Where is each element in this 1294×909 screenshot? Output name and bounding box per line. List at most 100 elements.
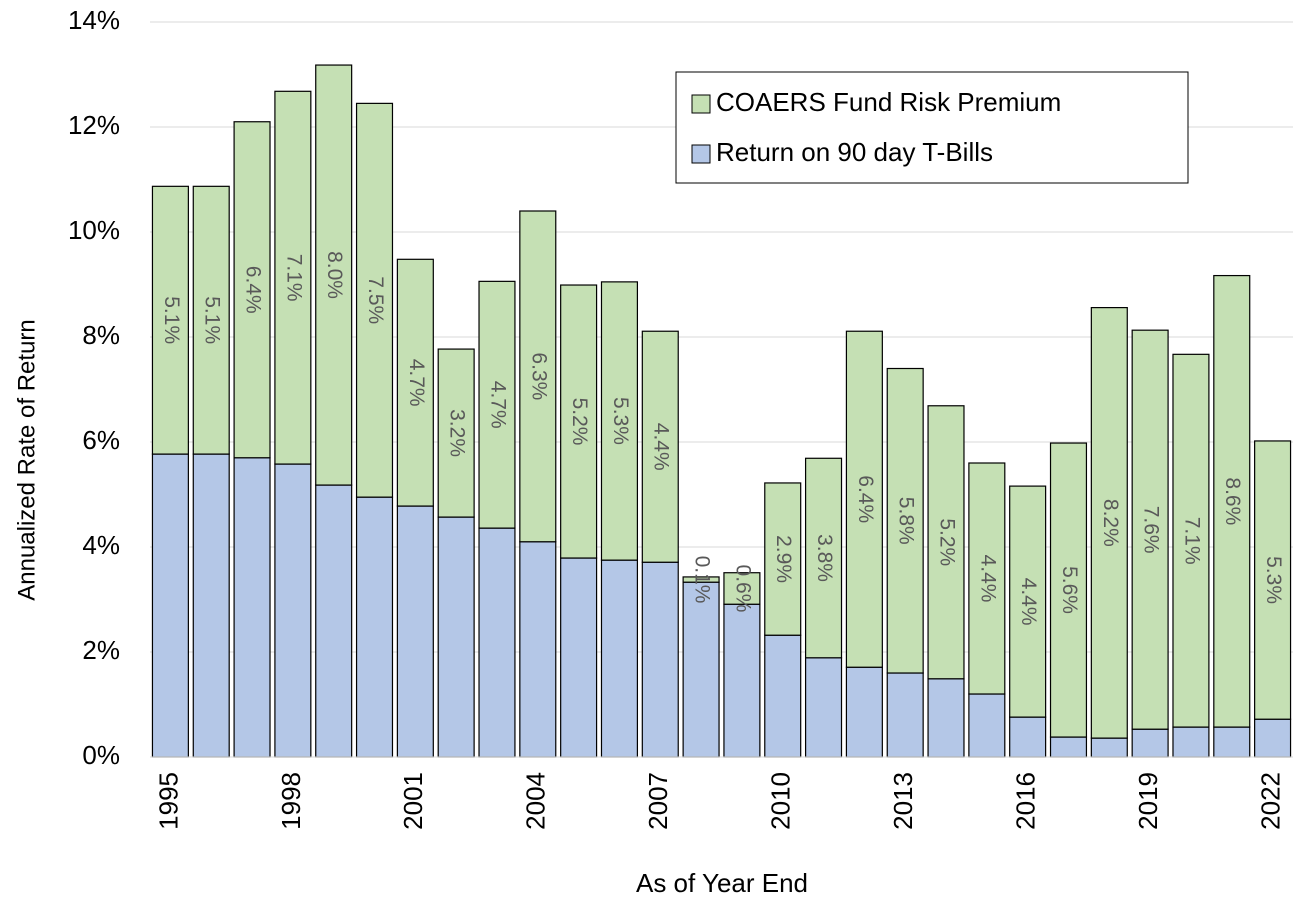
data-label: 3.2%	[446, 409, 469, 457]
bar-segment	[1172, 726, 1210, 758]
bar-segment	[845, 330, 883, 668]
bar-segment	[192, 453, 230, 758]
bar-segment	[233, 457, 271, 758]
bar-segment	[804, 657, 843, 758]
y-tick-label: 4%	[82, 530, 120, 560]
legend-label: COAERS Fund Risk Premium	[716, 87, 1061, 117]
legend-swatch	[691, 94, 711, 114]
bar-segment	[764, 482, 802, 636]
x-tick-label: 2019	[1133, 772, 1163, 830]
bar-segment	[641, 330, 679, 563]
bar-segment	[927, 678, 965, 758]
legend-swatch	[691, 144, 711, 164]
bar-segment	[1131, 329, 1169, 730]
x-tick-label: 2001	[398, 772, 428, 830]
bar-segment	[1009, 485, 1047, 718]
data-label: 8.2%	[1099, 499, 1122, 547]
data-label: 4.7%	[486, 381, 509, 429]
data-label: 5.3%	[609, 397, 632, 445]
data-label: 0.6%	[731, 565, 754, 613]
y-axis-title: Annualized Rate of Return	[13, 319, 40, 601]
data-label: 6.4%	[242, 266, 265, 314]
data-label: 5.8%	[895, 497, 918, 545]
data-label: 7.1%	[282, 254, 305, 302]
data-label: 5.1%	[160, 296, 183, 344]
bar-segment	[560, 557, 598, 758]
bar-segment	[600, 559, 639, 758]
bar-segment	[968, 693, 1006, 758]
bar-segment	[315, 64, 353, 486]
bar-segment	[1254, 718, 1292, 758]
data-label: 4.7%	[405, 359, 428, 407]
y-tick-label: 2%	[82, 635, 120, 665]
bar-segment	[1090, 737, 1128, 758]
bar-segment	[233, 121, 271, 459]
x-axis-title: As of Year End	[636, 868, 808, 898]
bar-segment	[682, 576, 720, 583]
bar-segment	[274, 463, 312, 758]
bar-segment	[764, 634, 802, 758]
data-label: 7.6%	[1140, 506, 1163, 554]
data-label: 5.6%	[1058, 566, 1081, 614]
bar-segment	[1172, 353, 1210, 728]
x-tick-label: 2010	[766, 772, 796, 830]
x-tick-label: 1995	[153, 772, 183, 830]
y-tick-label: 6%	[82, 425, 120, 455]
bar-segment	[151, 453, 189, 758]
bar-segment	[1049, 736, 1088, 758]
bar-segment	[927, 405, 965, 680]
bar-segment	[355, 496, 394, 758]
bar-segment	[723, 603, 761, 758]
x-tick-label: 2004	[521, 772, 551, 830]
bar-segment	[641, 561, 679, 758]
data-label: 7.5%	[364, 276, 387, 324]
bar-segment	[1213, 274, 1251, 728]
y-tick-label: 0%	[82, 740, 120, 770]
data-label: 4.4%	[1017, 578, 1040, 626]
bar-segment	[1213, 726, 1251, 758]
bar-segment	[1131, 728, 1169, 758]
y-tick-label: 8%	[82, 320, 120, 350]
data-label: 6.4%	[854, 475, 877, 523]
y-tick-label: 14%	[68, 5, 120, 35]
bar-segment	[682, 581, 720, 758]
bar-segment	[355, 102, 394, 498]
bar-segment	[886, 672, 924, 758]
bar-segment	[600, 281, 639, 561]
data-label: 0.1%	[691, 556, 714, 604]
bar-segment	[886, 367, 924, 674]
bar-segment	[1049, 442, 1088, 738]
legend-label: Return on 90 day T-Bills	[716, 137, 993, 167]
bar-segment	[192, 185, 230, 455]
bar-segment	[151, 185, 189, 455]
bar-segment	[519, 210, 557, 543]
data-label: 4.4%	[650, 423, 673, 471]
bar-segment	[437, 348, 475, 518]
data-label: 5.2%	[935, 518, 958, 566]
bar-segment	[274, 90, 312, 465]
bar-segment	[1009, 716, 1047, 758]
data-label: 2.9%	[772, 535, 795, 583]
bar-segment	[968, 462, 1006, 695]
data-label: 3.8%	[813, 534, 836, 582]
bar-segment	[519, 541, 557, 758]
bar-segment	[396, 258, 434, 507]
bar-segment	[560, 284, 598, 559]
x-tick-label: 2007	[643, 772, 673, 830]
data-label: 5.2%	[568, 398, 591, 446]
bar-segment	[437, 516, 475, 758]
y-tick-label: 12%	[68, 110, 120, 140]
data-label: 5.3%	[1262, 556, 1285, 604]
data-label: 7.1%	[1180, 517, 1203, 565]
x-tick-label: 2013	[888, 772, 918, 830]
bar-segment	[723, 572, 761, 605]
data-label: 5.1%	[201, 296, 224, 344]
bar-segment	[396, 505, 434, 758]
bar-segment	[845, 666, 883, 758]
bar-segment	[1090, 307, 1128, 739]
x-tick-label: 2022	[1255, 772, 1285, 830]
bar-segment	[478, 527, 516, 758]
data-label: 6.3%	[527, 352, 550, 400]
y-tick-label: 10%	[68, 215, 120, 245]
